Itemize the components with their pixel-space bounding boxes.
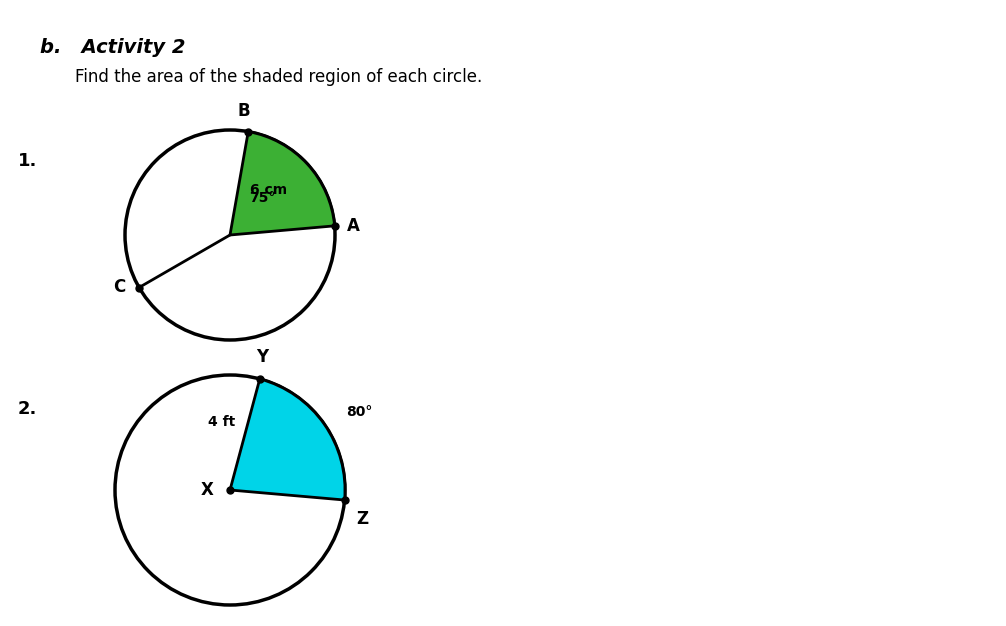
Text: B: B <box>238 101 250 120</box>
Text: Z: Z <box>356 510 368 528</box>
Text: 2.: 2. <box>18 400 37 418</box>
Text: A: A <box>347 217 359 235</box>
Text: X: X <box>201 481 214 499</box>
Text: 75°: 75° <box>249 191 276 205</box>
Text: b.   Activity 2: b. Activity 2 <box>40 38 185 57</box>
Wedge shape <box>230 131 335 235</box>
Text: C: C <box>113 279 125 297</box>
Text: 6 cm: 6 cm <box>250 183 287 197</box>
Wedge shape <box>230 379 345 500</box>
Text: 1.: 1. <box>18 152 37 170</box>
Text: 4 ft: 4 ft <box>207 416 234 429</box>
Text: 80°: 80° <box>346 405 372 419</box>
Text: Y: Y <box>256 348 268 366</box>
Text: Find the area of the shaded region of each circle.: Find the area of the shaded region of ea… <box>75 68 482 86</box>
